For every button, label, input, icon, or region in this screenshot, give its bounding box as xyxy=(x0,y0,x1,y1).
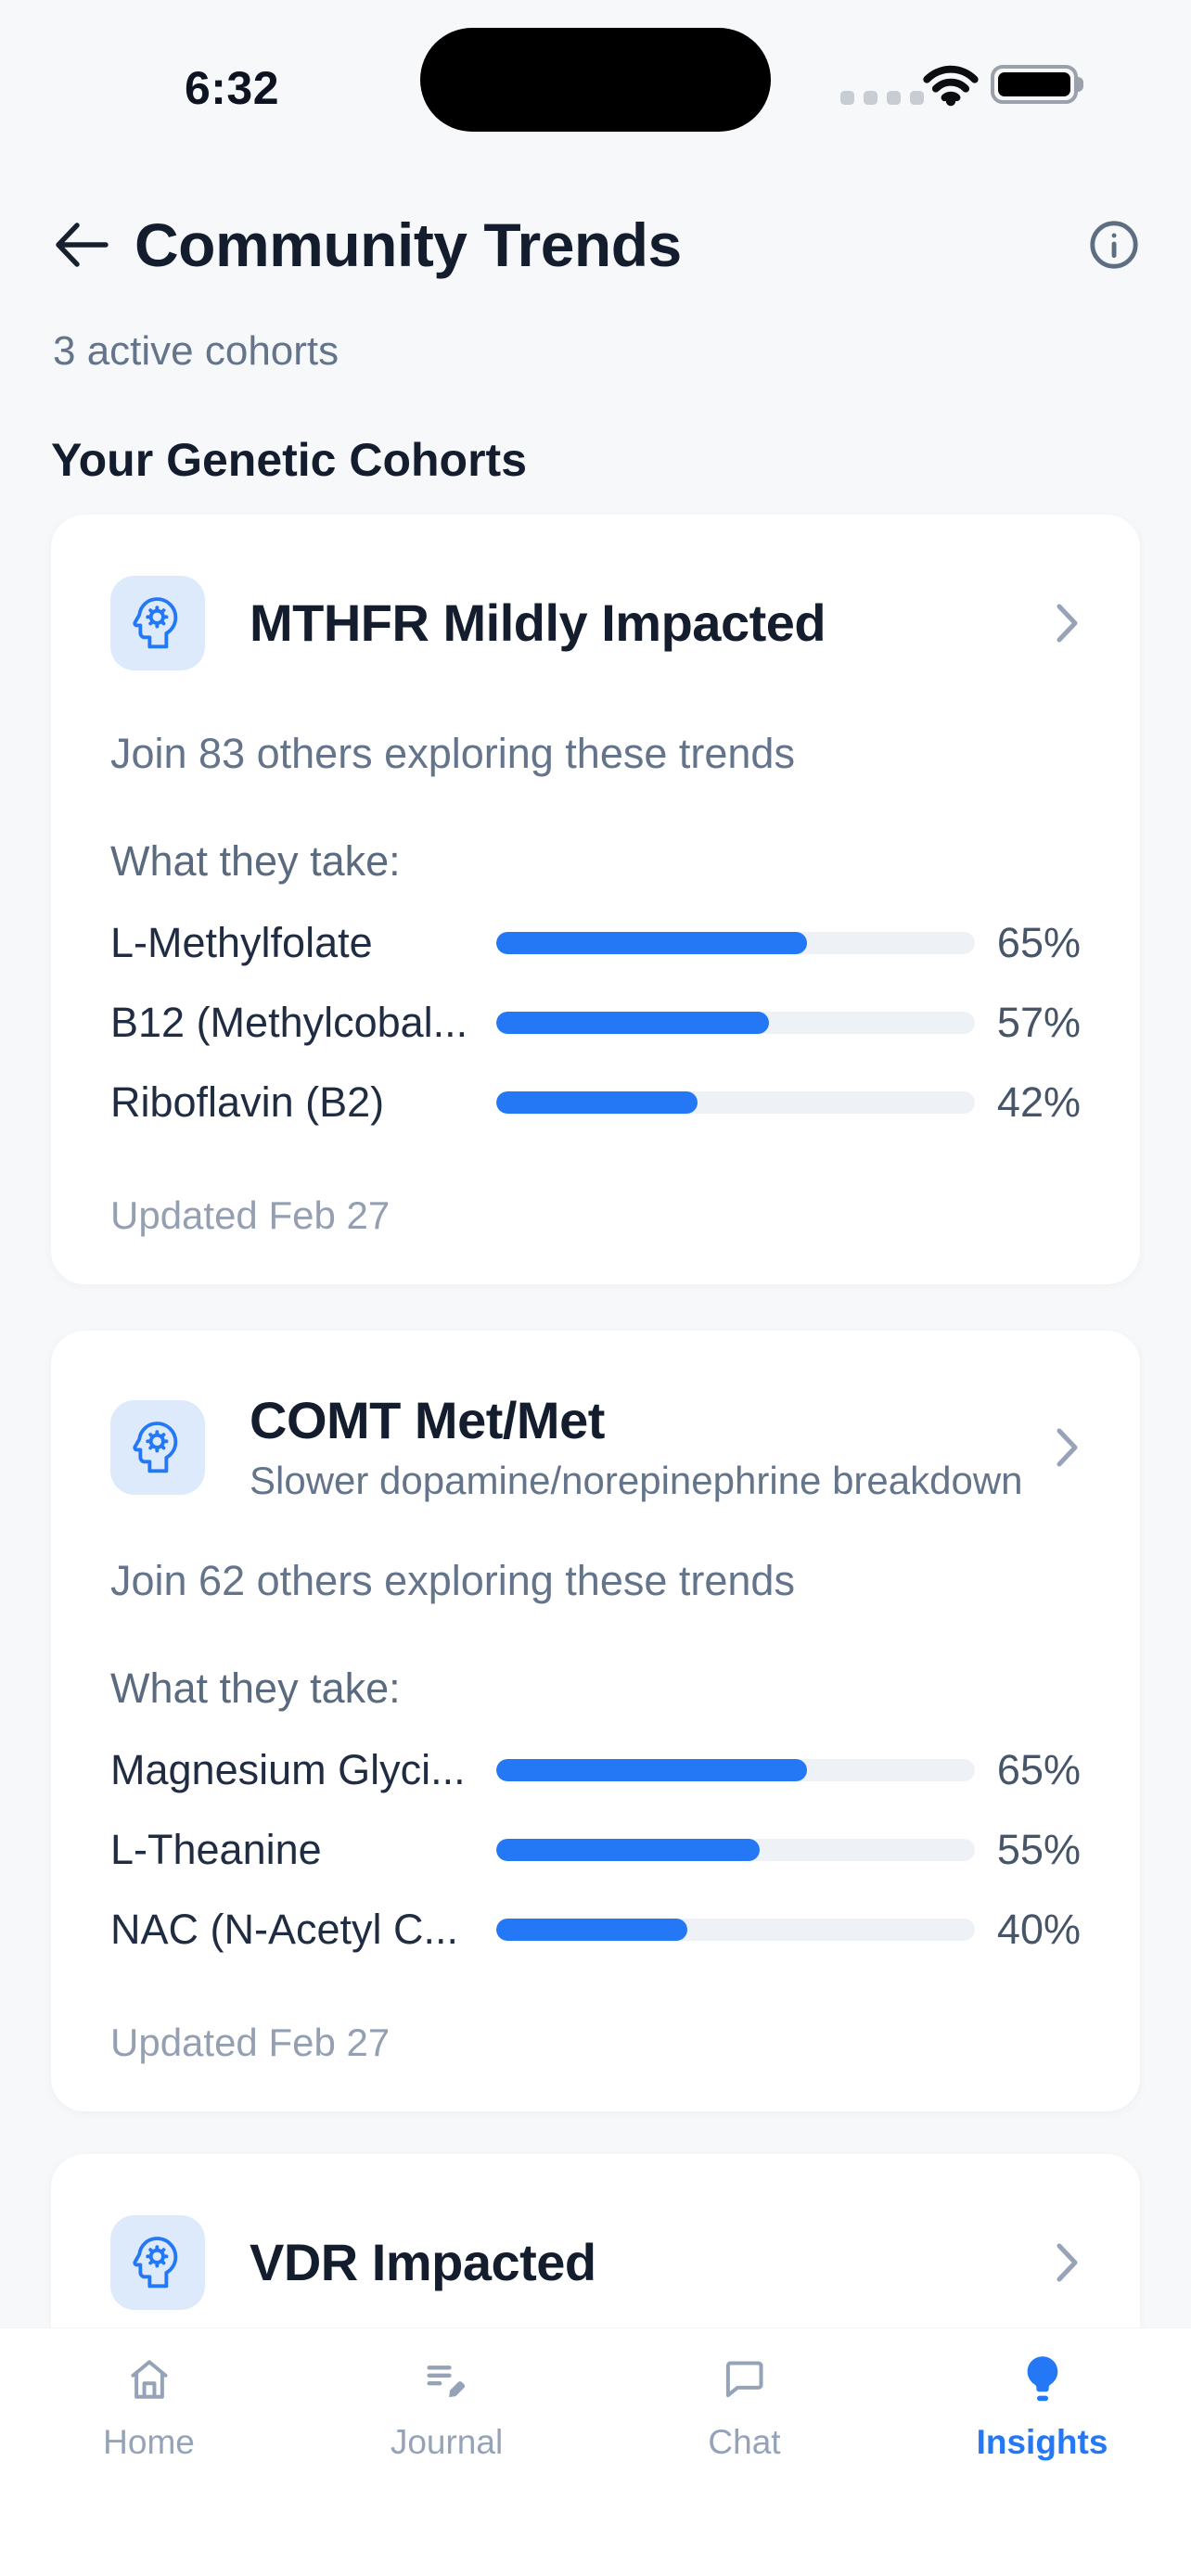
supplement-row: Riboflavin (B2) 42% xyxy=(110,1078,1081,1126)
header: Community Trends xyxy=(51,210,1140,280)
usage-bar-fill xyxy=(496,1759,808,1781)
dynamic-island xyxy=(420,28,771,132)
supplement-row: L-Methylfolate 65% xyxy=(110,919,1081,966)
active-cohorts-count: 3 active cohorts xyxy=(53,328,339,374)
supplement-name: NAC (N-Acetyl C... xyxy=(110,1906,459,1953)
usage-bar-track xyxy=(496,1012,975,1034)
supplement-percent: 40% xyxy=(996,1906,1081,1953)
page-title: Community Trends xyxy=(134,210,682,279)
psychology-icon xyxy=(133,1422,178,1473)
cohort-icon-tile xyxy=(110,576,205,670)
supplement-row: B12 (Methylcobal... 57% xyxy=(110,999,1081,1046)
psychology-icon xyxy=(133,2237,178,2289)
what-they-take-label: What they take: xyxy=(110,837,401,885)
supplement-row: L-Theanine 55% xyxy=(110,1826,1081,1873)
cohort-icon-tile xyxy=(110,1400,205,1495)
supplement-name: L-Theanine xyxy=(110,1826,322,1873)
home-icon xyxy=(122,2351,176,2408)
usage-bar-track xyxy=(496,932,975,954)
usage-bar-track xyxy=(496,1091,975,1114)
wifi-icon xyxy=(922,63,980,108)
supplement-percent: 57% xyxy=(996,999,1081,1046)
lightbulb-icon xyxy=(1016,2351,1069,2408)
status-bar: 6:32 xyxy=(0,0,1191,139)
supplement-list: Magnesium Glyci... 65% L-Theanine 55% NA… xyxy=(110,1746,1081,1953)
supplement-percent: 65% xyxy=(996,1746,1081,1793)
join-text: Join 62 others exploring these trends xyxy=(110,1557,795,1604)
tab-home[interactable]: Home xyxy=(0,2328,298,2576)
tab-label: Home xyxy=(103,2423,195,2461)
supplement-name: B12 (Methylcobal... xyxy=(110,999,468,1046)
supplement-percent: 65% xyxy=(996,919,1081,966)
usage-bar-fill xyxy=(496,1919,688,1941)
tab-journal[interactable]: Journal xyxy=(298,2328,596,2576)
updated-date: Updated Feb 27 xyxy=(110,1193,391,1237)
updated-date: Updated Feb 27 xyxy=(110,2021,391,2064)
tab-bar: Home Journal Chat Insights xyxy=(0,2327,1191,2576)
supplement-name: Riboflavin (B2) xyxy=(110,1078,385,1126)
supplement-name: L-Methylfolate xyxy=(110,919,373,966)
cellular-signal-icon xyxy=(840,91,924,105)
status-time: 6:32 xyxy=(184,62,280,114)
battery-icon xyxy=(991,65,1083,104)
cohort-icon-tile xyxy=(110,2215,205,2310)
usage-bar-fill xyxy=(496,1012,770,1034)
chat-icon xyxy=(718,2351,772,2408)
cohort-card-comt[interactable]: COMT Met/Met Slower dopamine/norepinephr… xyxy=(51,1331,1140,2111)
tab-label: Chat xyxy=(708,2423,781,2461)
chevron-right-icon[interactable] xyxy=(1053,2238,1081,2287)
supplement-percent: 55% xyxy=(996,1826,1081,1873)
usage-bar-fill xyxy=(496,1091,698,1114)
usage-bar-track xyxy=(496,1839,975,1861)
supplement-row: NAC (N-Acetyl C... 40% xyxy=(110,1906,1081,1953)
usage-bar-track xyxy=(496,1759,975,1781)
usage-bar-track xyxy=(496,1919,975,1941)
cohort-subtitle: Slower dopamine/norepinephrine breakdown xyxy=(250,1459,1023,1502)
supplement-name: Magnesium Glyci... xyxy=(110,1746,466,1793)
chevron-right-icon[interactable] xyxy=(1053,599,1081,647)
psychology-icon xyxy=(133,597,178,649)
supplement-row: Magnesium Glyci... 65% xyxy=(110,1746,1081,1793)
info-icon[interactable] xyxy=(1088,219,1140,271)
tab-label: Journal xyxy=(390,2423,504,2461)
tab-chat[interactable]: Chat xyxy=(596,2328,893,2576)
supplement-percent: 42% xyxy=(996,1078,1081,1126)
cohort-title: VDR Impacted xyxy=(250,2233,596,2291)
usage-bar-fill xyxy=(496,932,808,954)
journal-icon xyxy=(420,2351,474,2408)
cohort-card-mthfr[interactable]: MTHFR Mildly Impacted Join 83 others exp… xyxy=(51,515,1140,1284)
usage-bar-fill xyxy=(496,1839,760,1861)
tab-insights[interactable]: Insights xyxy=(893,2328,1191,2576)
tab-label: Insights xyxy=(976,2423,1108,2461)
cohort-title: COMT Met/Met xyxy=(250,1391,605,1449)
supplement-list: L-Methylfolate 65% B12 (Methylcobal... 5… xyxy=(110,919,1081,1126)
join-text: Join 83 others exploring these trends xyxy=(110,730,795,777)
what-they-take-label: What they take: xyxy=(110,1664,401,1712)
chevron-right-icon[interactable] xyxy=(1053,1423,1081,1472)
section-title: Your Genetic Cohorts xyxy=(51,434,528,486)
back-arrow-icon[interactable] xyxy=(51,219,110,271)
cohort-title: MTHFR Mildly Impacted xyxy=(250,593,826,652)
